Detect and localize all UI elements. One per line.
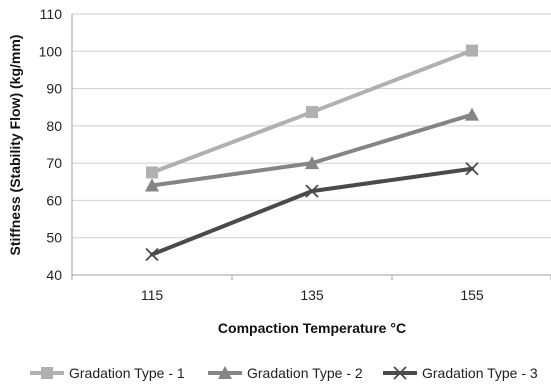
x-tick-label: 155 xyxy=(460,287,484,303)
y-tick-label: 60 xyxy=(46,192,62,208)
legend-marker xyxy=(41,367,53,379)
data-point xyxy=(465,107,479,121)
x-axis-title: Compaction Temperature °C xyxy=(218,320,406,336)
data-point xyxy=(145,247,159,262)
y-tick-label: 70 xyxy=(46,155,62,171)
y-tick-label: 100 xyxy=(39,43,63,59)
data-point xyxy=(146,166,158,179)
y-tick-labels: 40 50 60 70 80 90 100 110 xyxy=(39,6,63,283)
data-point xyxy=(465,162,479,176)
series-line xyxy=(150,166,474,257)
legend-marker xyxy=(393,366,407,380)
x-tick-label: 115 xyxy=(141,287,164,303)
gridlines xyxy=(72,13,551,239)
series-2 xyxy=(145,107,479,192)
series-1 xyxy=(146,44,478,179)
data-point xyxy=(305,184,319,198)
legend-label: Gradation Type - 2 xyxy=(247,365,363,381)
series-3 xyxy=(145,162,479,262)
y-tick-label: 110 xyxy=(40,6,63,22)
series-lines xyxy=(145,44,479,262)
legend-item-3: Gradation Type - 3 xyxy=(383,365,538,381)
x-tick-labels: 115 135 155 xyxy=(141,287,484,303)
legend-item-1: Gradation Type - 1 xyxy=(30,365,185,381)
data-point xyxy=(466,44,478,57)
legend-marker xyxy=(218,366,232,379)
y-axis-title: Stiffness (Stability Flow) (kg/mm) xyxy=(7,35,23,256)
legend-label: Gradation Type - 3 xyxy=(422,365,538,381)
y-tick-label: 50 xyxy=(46,230,62,246)
x-tick-label: 135 xyxy=(300,287,324,303)
y-tick-label: 80 xyxy=(46,118,62,134)
axes xyxy=(71,14,551,280)
y-tick-label: 90 xyxy=(46,81,62,97)
data-point xyxy=(145,178,159,192)
legend: Gradation Type - 1 Gradation Type - 2 Grad… xyxy=(30,365,538,381)
data-point xyxy=(306,106,318,119)
y-tick-label: 40 xyxy=(46,267,62,283)
legend-item-2: Gradation Type - 2 xyxy=(208,365,363,381)
legend-label: Gradation Type - 1 xyxy=(69,365,185,381)
data-point xyxy=(305,156,319,170)
